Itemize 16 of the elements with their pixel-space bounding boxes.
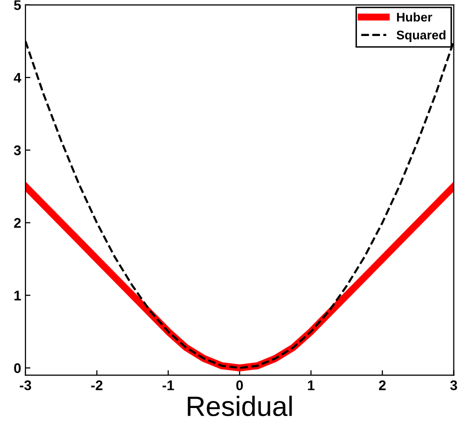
y-tick-label: 5 [14,0,21,10]
x-tick-label: 0 [236,380,243,390]
x-tick-label: 2 [378,380,386,390]
y-tick-label: 0 [14,363,21,374]
y-tick-label: 3 [14,145,21,156]
x-tick-label: -3 [20,380,32,390]
y-tick-label: 1 [14,290,21,300]
x-tick-label: 3 [450,380,458,390]
y-tick-label: 4 [14,72,22,83]
x-tick-label: -2 [91,380,102,390]
legend-label: Squared [396,30,446,42]
x-axis-title: Residual [188,396,292,416]
legend-label: Huber [397,12,432,22]
x-tick-label: 1 [308,380,314,390]
x-tick-label: -1 [162,380,174,390]
y-tick-label: 2 [14,218,21,228]
